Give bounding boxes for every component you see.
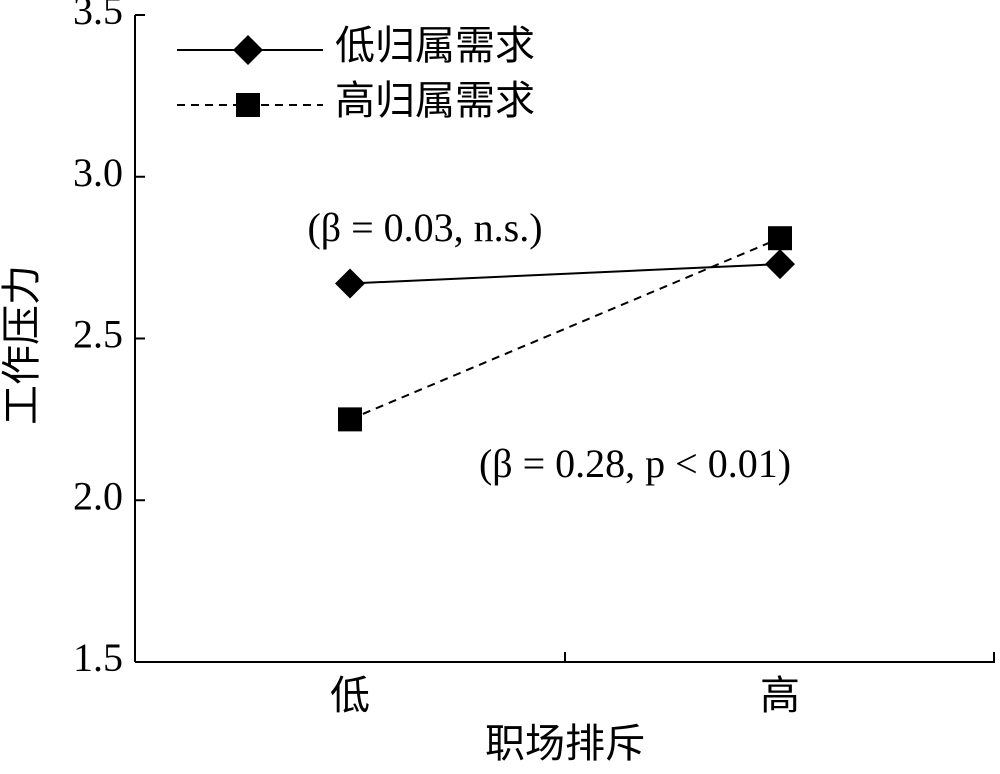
legend-label: 低归属需求: [335, 23, 535, 68]
marker: [338, 407, 362, 432]
y-axis-title: 工作压力: [0, 265, 44, 425]
series-line: [349, 237, 781, 421]
x-axis-title: 职场排斥: [485, 721, 645, 766]
marker: [335, 268, 365, 299]
y-tick-label: 2.0: [73, 473, 123, 518]
y-tick-label: 2.5: [73, 312, 123, 357]
y-tick-label: 1.5: [73, 635, 123, 680]
marker: [233, 35, 263, 65]
x-tick-label: 高: [760, 673, 800, 718]
marker: [768, 226, 792, 251]
x-tick-label: 低: [330, 673, 370, 718]
y-tick-label: 3.5: [73, 0, 123, 33]
annotation: (β = 0.28, p < 0.01): [479, 441, 791, 486]
marker: [765, 249, 795, 280]
y-tick-label: 3.0: [73, 150, 123, 195]
annotation: (β = 0.03, n.s.): [307, 205, 542, 250]
marker: [236, 93, 260, 117]
legend-label: 高归属需求: [335, 78, 535, 123]
series-line: [349, 263, 781, 285]
